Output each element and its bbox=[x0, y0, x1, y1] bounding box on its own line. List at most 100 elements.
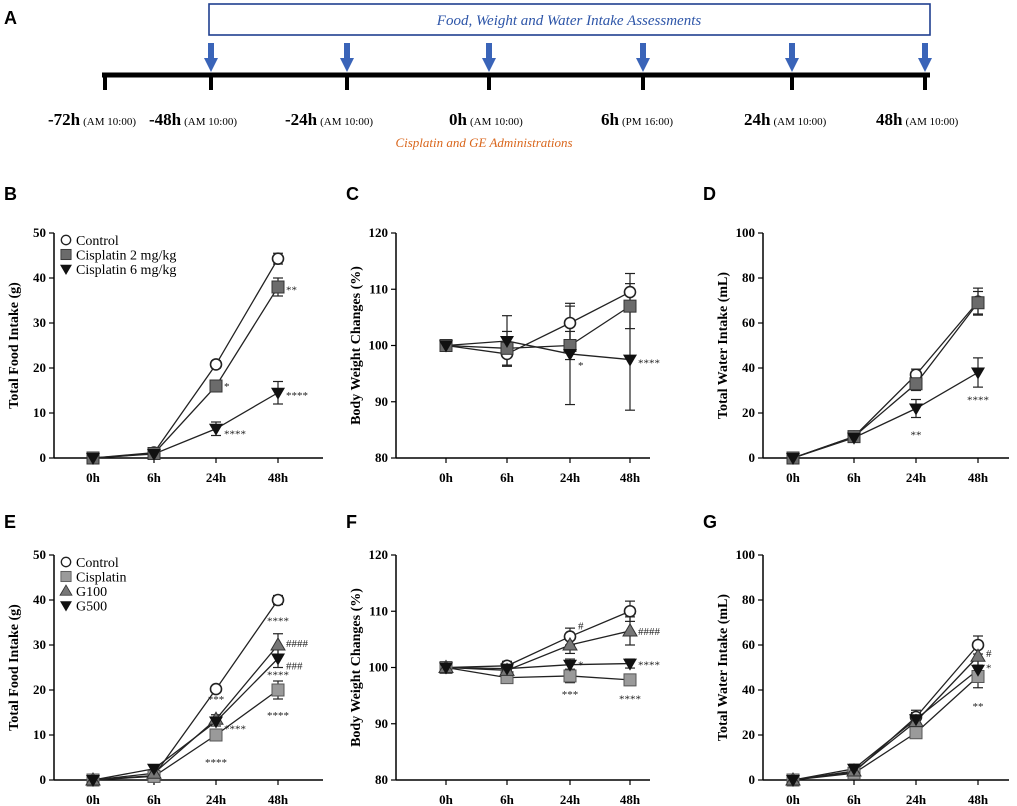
timepoint-time: 24h bbox=[744, 110, 771, 129]
timepoint-label: 24h (AM 10:00) bbox=[744, 110, 827, 129]
legend-marker bbox=[60, 570, 72, 583]
timepoint-clock: (AM 10:00) bbox=[773, 116, 826, 128]
significance-marker: *** bbox=[208, 694, 225, 706]
y-tick-label: 80 bbox=[742, 592, 755, 607]
y-tick-label: 60 bbox=[742, 315, 755, 330]
y-axis-label: Body Weight Changes (%) bbox=[349, 588, 364, 747]
data-point-triangle-down bbox=[209, 716, 223, 729]
series-line bbox=[445, 340, 631, 361]
x-tick-label: 6h bbox=[847, 470, 862, 485]
timeline-panel: A Food, Weight and Water Intake Assessmen… bbox=[4, 3, 959, 150]
down-arrow-icon bbox=[785, 58, 799, 72]
x-tick-label: 24h bbox=[906, 470, 927, 485]
x-tick-label: 0h bbox=[786, 792, 801, 806]
x-tick-label: 48h bbox=[968, 792, 989, 806]
significance-marker: # bbox=[986, 648, 992, 660]
data-point-triangle-down bbox=[909, 714, 923, 727]
data-point-square bbox=[563, 669, 577, 683]
y-tick-label: 100 bbox=[736, 547, 756, 562]
timepoint-label: 48h (AM 10:00) bbox=[876, 110, 959, 129]
data-point-triangle bbox=[970, 648, 986, 662]
legend-marker bbox=[59, 584, 73, 596]
chart-panel-c: C 80 90 100 110 120 0h 6h 24h 48h Body Weight Chan… bbox=[346, 184, 660, 485]
significance-marker: * bbox=[578, 360, 584, 372]
series-line bbox=[445, 291, 631, 355]
significance-marker: #### bbox=[638, 626, 661, 638]
series-line bbox=[92, 689, 279, 781]
x-tick-label: 6h bbox=[147, 470, 162, 485]
x-tick-label: 6h bbox=[847, 792, 862, 806]
significance-marker: **** bbox=[267, 669, 289, 681]
timepoint-label: -24h (AM 10:00) bbox=[285, 110, 373, 129]
series-line bbox=[92, 658, 279, 781]
data-point-triangle-down bbox=[563, 659, 577, 672]
data-point-circle bbox=[271, 593, 285, 607]
legend-marker bbox=[60, 248, 72, 261]
series-line bbox=[792, 644, 979, 781]
legend-marker bbox=[60, 264, 72, 275]
data-point-circle bbox=[209, 358, 223, 371]
y-tick-label: 40 bbox=[33, 270, 46, 285]
y-axis-label: Total Water Intake (mL) bbox=[716, 594, 731, 741]
y-tick-label: 100 bbox=[369, 660, 389, 675]
data-point-square bbox=[271, 683, 285, 697]
legend-entry: Control bbox=[76, 234, 119, 249]
significance-marker: **** bbox=[224, 428, 246, 440]
data-point-triangle-down bbox=[86, 453, 100, 465]
x-tick-label: 48h bbox=[968, 470, 989, 485]
y-tick-label: 0 bbox=[40, 772, 47, 787]
legend-entry: G100 bbox=[76, 585, 107, 600]
series-line bbox=[92, 644, 279, 781]
x-tick-label: 6h bbox=[147, 792, 162, 806]
legend-marker bbox=[60, 556, 72, 568]
down-arrow-icon bbox=[918, 58, 932, 72]
y-tick-label: 100 bbox=[369, 338, 389, 353]
data-point-square bbox=[623, 673, 637, 687]
significance-marker: # bbox=[578, 620, 584, 632]
y-tick-label: 110 bbox=[369, 281, 388, 296]
data-point-square bbox=[623, 299, 637, 313]
series-line bbox=[92, 599, 279, 781]
series-line bbox=[792, 669, 979, 781]
panel-label: B bbox=[4, 184, 17, 204]
data-point-triangle-down bbox=[847, 763, 861, 776]
series-line bbox=[92, 392, 279, 459]
y-tick-label: 50 bbox=[33, 547, 46, 562]
data-point-triangle bbox=[622, 622, 638, 637]
x-tick-label: 0h bbox=[86, 470, 101, 485]
significance-marker: * bbox=[986, 663, 992, 675]
data-point-triangle-down bbox=[60, 601, 72, 612]
y-tick-label: 80 bbox=[375, 450, 388, 465]
y-tick-label: 120 bbox=[369, 225, 389, 240]
series-line bbox=[792, 302, 979, 459]
chart-panel-b: B 0 10 20 30 40 50 0h 6h 24h 48h Total Food Intake … bbox=[4, 184, 323, 485]
x-tick-label: 48h bbox=[620, 470, 641, 485]
significance-marker: ** bbox=[911, 429, 922, 441]
y-axis-label: Total Food Intake (g) bbox=[7, 282, 22, 409]
chart-panels: B 0 10 20 30 40 50 0h 6h 24h 48h Total Food Intake … bbox=[4, 184, 1009, 806]
significance-marker: **** bbox=[267, 710, 289, 722]
y-tick-label: 20 bbox=[33, 360, 46, 375]
x-tick-label: 0h bbox=[439, 470, 454, 485]
data-point-circle bbox=[209, 682, 223, 696]
panel-label-a: A bbox=[4, 8, 17, 28]
significance-marker: * bbox=[224, 381, 230, 393]
x-tick-label: 24h bbox=[560, 792, 581, 806]
timepoint-label: 0h (AM 10:00) bbox=[449, 110, 523, 129]
timepoint-time: 48h bbox=[876, 110, 903, 129]
series-line bbox=[792, 371, 979, 459]
significance-marker: **** bbox=[267, 615, 289, 627]
data-point-square bbox=[209, 379, 223, 393]
data-point-circle bbox=[60, 234, 72, 246]
y-axis-label: Total Water Intake (mL) bbox=[716, 272, 731, 419]
y-tick-label: 30 bbox=[33, 315, 46, 330]
y-tick-label: 60 bbox=[742, 637, 755, 652]
timepoint-label: -72h (AM 10:00) bbox=[48, 110, 136, 129]
data-point-triangle bbox=[59, 584, 73, 596]
data-point-triangle-down bbox=[147, 763, 161, 776]
data-point-circle bbox=[623, 285, 637, 299]
panel-label: D bbox=[703, 184, 716, 204]
significance-marker: **** bbox=[967, 395, 989, 407]
data-point-square bbox=[909, 377, 923, 391]
y-tick-label: 10 bbox=[33, 727, 46, 742]
